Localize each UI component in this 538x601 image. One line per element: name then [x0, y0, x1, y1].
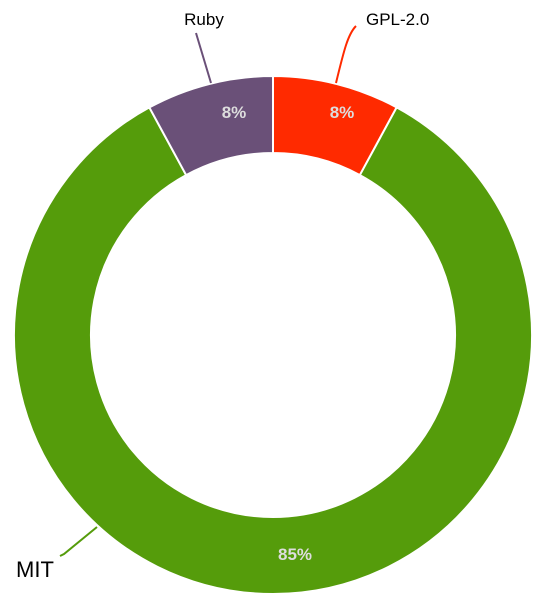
leader-line-ruby: [195, 32, 212, 84]
label-leaders: [59, 25, 357, 557]
leader-line-gpl-2-0: [335, 25, 357, 84]
slice-ruby: [148, 74, 274, 177]
slice-label-mit: 85%: [278, 545, 312, 564]
leader-line-mit: [59, 526, 98, 557]
slice-label-gpl-2-0: 8%: [330, 103, 355, 122]
slice-mit: [13, 106, 533, 595]
slice-name-ruby: Ruby: [184, 10, 224, 29]
donut-slices: [13, 74, 533, 595]
slice-name-mit: MIT: [16, 557, 54, 582]
slice-labels: 8% 85% 8% GPL-2.0 MIT Ruby: [16, 10, 429, 582]
slice-name-gpl-2-0: GPL-2.0: [366, 10, 429, 29]
slice-label-ruby: 8%: [222, 103, 247, 122]
